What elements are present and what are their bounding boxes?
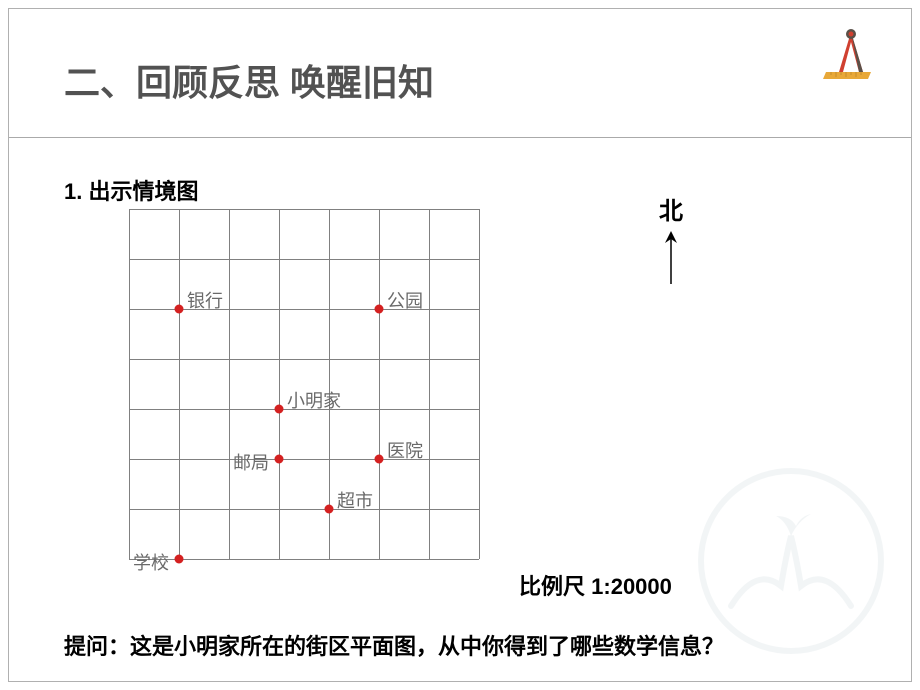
- grid-line-h: [129, 459, 479, 460]
- map-point-label: 公园: [387, 287, 423, 313]
- subtitle-text: 出示情境图: [88, 179, 198, 204]
- page-title: 二、回顾反思 唤醒旧知: [64, 54, 434, 106]
- title-divider: [9, 137, 911, 138]
- map-point: [275, 455, 284, 464]
- subtitle-num: 1.: [64, 179, 82, 204]
- map-point: [275, 405, 284, 414]
- grid-line-h: [129, 359, 479, 360]
- scale-value: 1:20000: [591, 574, 672, 599]
- map-grid-container: 银行公园小明家邮局医院超市学校: [129, 209, 479, 559]
- grid-line-v: [129, 209, 130, 559]
- map-point-label: 医院: [387, 437, 423, 463]
- grid-line-v: [479, 209, 480, 559]
- scale-label: 比例尺: [519, 574, 585, 599]
- map-point: [375, 455, 384, 464]
- tools-icon: [821, 24, 881, 84]
- compass-north-label: 北: [659, 191, 683, 226]
- map-point: [175, 555, 184, 564]
- map-point: [325, 505, 334, 514]
- scale-indicator: 比例尺 1:20000: [519, 569, 672, 601]
- compass: 北: [659, 191, 683, 289]
- grid-line-h: [129, 209, 479, 210]
- map-point: [175, 305, 184, 314]
- map-point-label: 银行: [187, 287, 223, 313]
- map-point-label: 超市: [337, 487, 373, 513]
- map-point-label: 小明家: [287, 387, 341, 413]
- watermark-icon: [696, 466, 886, 656]
- grid-line-h: [129, 259, 479, 260]
- map-point: [375, 305, 384, 314]
- map-grid: 银行公园小明家邮局医院超市学校: [129, 209, 479, 559]
- map-point-label: 学校: [133, 549, 169, 575]
- grid-line-v: [379, 209, 380, 559]
- grid-line-v: [279, 209, 280, 559]
- grid-line-h: [129, 509, 479, 510]
- slide-frame: 二、回顾反思 唤醒旧知 1. 出示情境图 银行 公园小明家邮局 医院超市学校 北 比…: [8, 8, 912, 682]
- subtitle: 1. 出示情境图: [64, 174, 199, 206]
- grid-line-v: [229, 209, 230, 559]
- map-point-label: 邮局: [233, 449, 269, 475]
- question-text: 提问：这是小明家所在的街区平面图，从中你得到了哪些数学信息？: [64, 629, 724, 661]
- north-arrow-icon: [659, 229, 683, 289]
- grid-line-v: [179, 209, 180, 559]
- grid-line-v: [429, 209, 430, 559]
